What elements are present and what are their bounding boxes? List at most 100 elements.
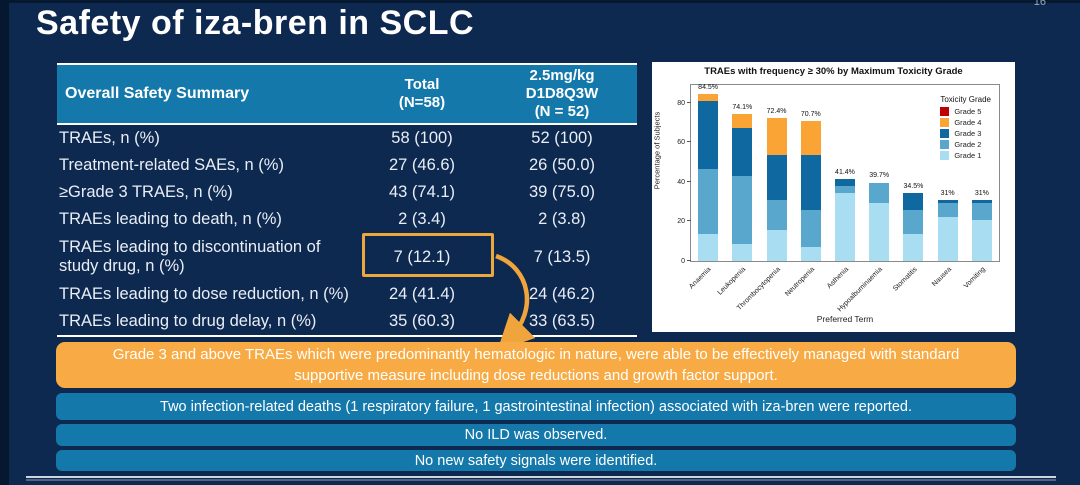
legend-item: Grade 3: [940, 129, 991, 138]
legend-swatch-icon: [940, 107, 950, 116]
table-header-cohort: 2.5mg/kg D1D8Q3W (N = 52): [525, 67, 599, 120]
bar-stack: [834, 179, 855, 261]
safety-summary-table: Overall Safety Summary Total (N=58) 2.5m…: [57, 63, 637, 337]
bar-category-label: Anaemia: [688, 266, 714, 291]
row-cohort-value: 26 (50.0): [528, 156, 596, 175]
bar-segment-grade-1: [800, 247, 821, 261]
bar-segment-grade-3: [732, 128, 753, 176]
bar-segment-grade-3: [698, 100, 719, 169]
bar-segment-grade-3: [903, 192, 924, 210]
bar-segment-grade-3: [766, 155, 787, 200]
bar-total-label: 70.7%: [800, 111, 821, 119]
bar-category-label: Asthenia: [825, 266, 850, 291]
chart-bars: 84.5% Anaemia 74.1% Leukopenia 72.4% Thromboc…: [689, 83, 999, 313]
row-total-value: 2 (3.4): [398, 210, 446, 229]
bar-segment-grade-2: [698, 168, 719, 234]
y-tick-mark: [687, 141, 691, 143]
bar-segment-grade-2: [903, 209, 924, 234]
y-tick-mark: [687, 260, 691, 261]
bar-segment-grade-1: [869, 203, 890, 261]
legend-item: Grade 4: [940, 118, 991, 127]
chart-plot-area: 84.5% Anaemia 74.1% Leukopenia 72.4% Thromboc…: [677, 83, 1000, 313]
y-tick-mark: [687, 220, 691, 222]
bar-segment-grade-2: [869, 182, 890, 204]
bar-category-label: Stomatitis: [891, 266, 919, 293]
bar-total-label: 84.5%: [698, 83, 719, 91]
row-label: TRAEs leading to death, n (%): [59, 210, 282, 229]
note-bar: Two infection-related deaths (1 respirat…: [56, 393, 1016, 420]
bar-column: 39.7% Hypoalbuminaemia: [837, 85, 896, 313]
bar-segment-grade-1: [937, 216, 958, 261]
bar-stack: [869, 182, 890, 261]
highlight-box: [362, 233, 494, 277]
row-label: TRAEs, n (%): [59, 129, 160, 148]
row-cohort-value: 39 (75.0): [528, 183, 596, 202]
note-bar: No new safety signals were identified.: [56, 450, 1016, 471]
table-row: TRAEs leading to discontinuation of stud…: [57, 233, 637, 281]
table-header-summary: Overall Safety Summary: [65, 85, 250, 103]
table-row: TRAEs leading to dose reduction, n (%) 24…: [57, 281, 637, 308]
bar-segment-grade-1: [971, 220, 992, 261]
bar-column: 31% Nausea: [931, 85, 965, 288]
bar-segment-grade-2: [971, 203, 992, 221]
bar-segment-grade-3: [971, 199, 992, 204]
row-total-value: 7 (12.1): [393, 247, 451, 266]
bar-segment-grade-2: [800, 209, 821, 248]
bar-column: 41.4% Asthenia: [826, 85, 862, 290]
row-cohort-value: 33 (63.5): [528, 312, 596, 331]
row-label: TRAEs leading to discontinuation of stud…: [59, 238, 321, 275]
legend-label: Grade 1: [954, 151, 982, 160]
chart-title: TRAEs with frequency ≥ 30% by Maximum To…: [704, 66, 963, 77]
bar-total-label: 74.1%: [732, 104, 753, 112]
bar-column: 84.5% Anaemia: [689, 83, 725, 290]
legend-swatch-icon: [940, 129, 950, 138]
legend-label: Grade 2: [954, 140, 982, 149]
bar-segment-grade-2: [766, 199, 787, 231]
bar-total-label: 34.5%: [903, 182, 924, 190]
row-total-value: 35 (60.3): [388, 312, 456, 331]
legend-items: Grade 5 Grade 4 Grade 3 Grade 2 Grade 1: [940, 107, 991, 160]
trae-chart-panel: TRAEs with frequency ≥ 30% by Maximum To…: [652, 62, 1015, 332]
bar-segment-grade-4: [732, 114, 753, 129]
bar-category-label: Vomiting: [962, 266, 987, 290]
bar-segment-grade-1: [698, 233, 719, 261]
row-total-value: 27 (46.6): [388, 156, 456, 175]
bar-segment-grade-3: [937, 199, 958, 204]
legend-label: Grade 4: [954, 118, 982, 127]
annotation-arrow-icon: [495, 253, 536, 351]
row-total-value: 24 (41.4): [388, 285, 456, 304]
row-label: TRAEs leading to drug delay, n (%): [59, 312, 317, 331]
bar-column: 34.5% Stomatitis: [892, 85, 930, 293]
table-row: TRAEs, n (%) 58 (100) 52 (100): [57, 125, 637, 152]
table-row: TRAEs leading to death, n (%) 2 (3.4) 2 (3…: [57, 206, 637, 233]
bar-segment-grade-2: [834, 186, 855, 193]
bar-column: 74.1% Leukopenia: [717, 85, 759, 297]
y-tick-label: 20: [677, 218, 685, 226]
legend-item: Grade 1: [940, 151, 991, 160]
legend-swatch-icon: [940, 151, 950, 160]
row-label: TRAEs leading to dose reduction, n (%): [59, 285, 349, 304]
bar-total-label: 41.4%: [835, 169, 855, 177]
bar-segment-grade-4: [800, 121, 821, 156]
bar-stack: [766, 117, 787, 261]
row-label: ≥Grade 3 TRAEs, n (%): [59, 183, 233, 202]
chart-legend: Toxicity Grade Grade 5 Grade 4 Grade 3 Grad…: [940, 95, 991, 162]
bar-segment-grade-2: [732, 175, 753, 244]
slide-left-edge: [0, 0, 9, 485]
y-tick-label: 0: [681, 258, 685, 265]
footer-divider: [26, 476, 1056, 478]
bar-segment-grade-3: [800, 155, 821, 210]
y-tick-label: 60: [677, 139, 685, 147]
bar-column: 72.4% Thrombocytopenia: [736, 85, 793, 312]
bar-stack: [698, 93, 719, 261]
row-cohort-value: 52 (100): [531, 129, 593, 148]
bar-category-label: Nausea: [930, 266, 953, 289]
table-body: TRAEs, n (%) 58 (100) 52 (100) Treatment-re…: [57, 125, 637, 337]
table-row: Treatment-related SAEs, n (%) 27 (46.6) 26…: [57, 152, 637, 179]
y-tick-label: 40: [677, 178, 685, 186]
bar-segment-grade-4: [698, 93, 719, 101]
bar-column: 70.7% Neutropenia: [784, 85, 828, 298]
y-tick-label: 80: [677, 99, 685, 107]
slide-top-edge: [0, 0, 1080, 3]
